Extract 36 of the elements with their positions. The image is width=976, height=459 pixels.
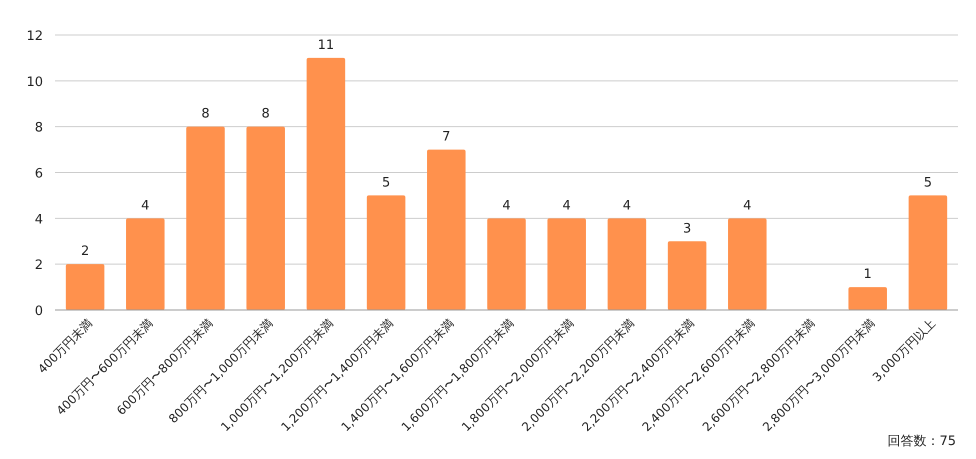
bar bbox=[186, 126, 225, 310]
bar bbox=[306, 58, 346, 310]
data-label: 1 bbox=[864, 267, 872, 282]
bar bbox=[246, 126, 285, 310]
bar bbox=[487, 218, 526, 310]
data-label: 4 bbox=[502, 198, 511, 214]
data-label: 5 bbox=[924, 175, 932, 190]
data-label: 11 bbox=[318, 38, 334, 53]
text: 回答数：75 bbox=[887, 434, 956, 449]
data-label: 4 bbox=[743, 198, 752, 214]
y-tick-label: 2 bbox=[34, 258, 43, 274]
data-label: 4 bbox=[622, 198, 632, 214]
data-label: 3 bbox=[682, 221, 692, 236]
bar bbox=[908, 195, 948, 310]
data-label: 4 bbox=[141, 198, 150, 214]
y-tick-label: 10 bbox=[26, 74, 43, 90]
data-label: 8 bbox=[262, 106, 270, 122]
bar bbox=[66, 264, 104, 310]
data-label: 8 bbox=[201, 106, 210, 122]
data-label: 4 bbox=[562, 198, 571, 214]
bar bbox=[728, 218, 767, 310]
y-tick-label: 4 bbox=[34, 212, 43, 228]
data-label: 2 bbox=[80, 244, 90, 260]
y-tick-label: 8 bbox=[34, 120, 43, 136]
y-tick-label: 12 bbox=[26, 29, 43, 44]
y-tick-label: 6 bbox=[34, 166, 43, 182]
data-label: 5 bbox=[382, 175, 390, 190]
data-label: 7 bbox=[442, 130, 450, 145]
bar bbox=[366, 195, 406, 310]
bar bbox=[547, 218, 586, 310]
bar bbox=[608, 218, 646, 310]
bar bbox=[427, 150, 466, 310]
y-tick-label: 0 bbox=[34, 304, 43, 319]
bar bbox=[668, 241, 706, 310]
bar bbox=[848, 287, 887, 310]
bar bbox=[126, 218, 165, 310]
